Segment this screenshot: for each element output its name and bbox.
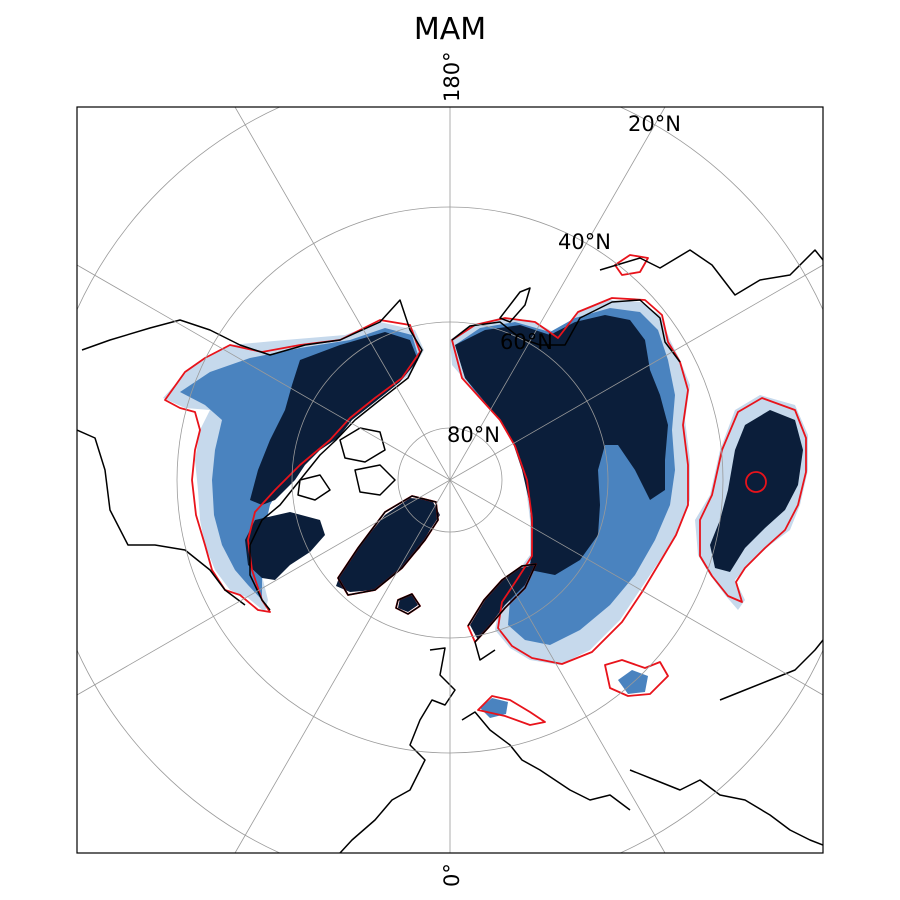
coast-eurasia-east	[599, 249, 823, 296]
map-area: 20°N 40°N 60°N 80°N	[77, 107, 823, 853]
meridian-150-330	[234, 107, 666, 853]
lat-label-20: 20°N	[628, 112, 681, 136]
map-frame	[76, 106, 824, 854]
graticule	[77, 107, 823, 853]
lat-label-40: 40°N	[558, 230, 611, 254]
contour-alps	[477, 695, 546, 726]
snow-greenland	[336, 498, 440, 592]
lat-label-80: 80°N	[447, 423, 500, 447]
contour-tibet	[699, 397, 807, 603]
snow-tibet-level-5	[710, 410, 803, 572]
coast-greenland	[337, 495, 439, 596]
coast-eurasia-north	[451, 299, 681, 363]
coast-iceland	[395, 593, 421, 615]
coast-north-america	[81, 299, 423, 611]
lon-label-0: 0°	[440, 863, 464, 887]
lat-label-60: 60°N	[500, 330, 553, 354]
coast-kamchatka	[499, 287, 531, 323]
snow-iceland	[398, 595, 418, 612]
snow-north-america-level-5	[250, 332, 418, 505]
coast-asia-east-lower	[719, 639, 823, 701]
coast-mediterranean	[461, 711, 631, 811]
snow-caucasus	[618, 670, 648, 694]
coast-scandinavia	[467, 563, 537, 661]
contour-caucasus	[604, 659, 669, 697]
coast-north-america-west	[77, 429, 246, 606]
coast-europe	[339, 647, 456, 853]
lon-label-180: 180°	[440, 51, 464, 102]
snow-north-america-south-level-5	[245, 512, 325, 580]
coastlines	[77, 249, 823, 853]
snow-cover-fill	[163, 300, 808, 718]
map-title: MAM	[414, 12, 486, 47]
coast-asia-south	[629, 769, 823, 846]
contour-tibet-inner	[745, 471, 767, 493]
contour-eurasia	[451, 297, 689, 665]
snow-alps	[480, 698, 508, 718]
contour-kamchatka	[614, 254, 649, 276]
snow-eurasia-level-5	[455, 315, 668, 575]
